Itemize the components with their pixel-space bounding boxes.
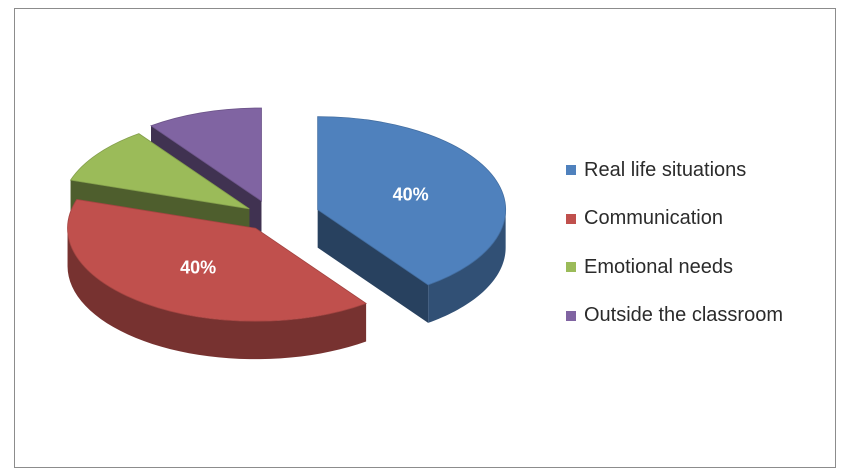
data-label-communication: 40% [180, 257, 216, 277]
legend-item-outside-the-classroom: Outside the classroom [566, 304, 836, 328]
legend-swatch-communication [566, 213, 576, 224]
chart-legend: Real life situations Communication Emoti… [566, 158, 836, 352]
legend-label-real-life-situations: Real life situations [584, 158, 747, 181]
legend-label-communication: Communication [584, 207, 723, 229]
pie-slice-real-life-situations [317, 116, 507, 323]
pie-slice-edge-real-life-situations [317, 209, 429, 323]
pie-slice-top-emotional-needs [69, 133, 250, 210]
pie-slice-top-real-life-situations [317, 116, 507, 286]
pie-slice-top-communication [67, 199, 367, 322]
legend-label-outside-the-classroom: Outside the classroom [584, 304, 783, 326]
data-label-real-life-situations: 40% [393, 185, 429, 205]
legend-swatch-emotional-needs [566, 262, 576, 272]
legend-swatch-real-life-situations [566, 165, 576, 175]
legend-item-real-life-situations: Real life situations [566, 158, 836, 182]
legend-label-emotional-needs: Emotional needs [584, 255, 733, 278]
legend-swatch-outside-the-classroom [566, 310, 576, 321]
pie-slice-communication [67, 199, 367, 360]
pie-slice-top-outside-the-classroom [150, 107, 262, 202]
pie-slice-side-communication [67, 228, 367, 360]
legend-item-emotional-needs: Emotional needs [566, 255, 836, 279]
legend-item-communication: Communication [566, 207, 836, 231]
